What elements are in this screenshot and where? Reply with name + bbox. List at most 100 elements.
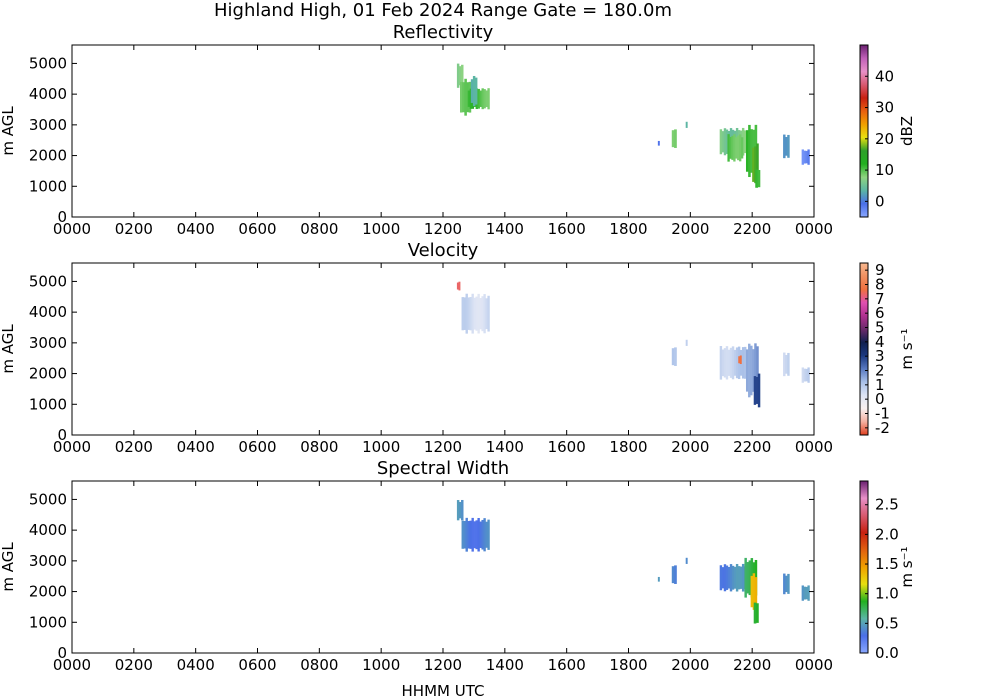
x-tick-label: 0400 [177, 220, 215, 238]
data-cell [719, 129, 723, 155]
data-cell [671, 130, 675, 148]
data-cell [477, 293, 480, 334]
data-cell [735, 563, 739, 592]
y-tick-label: 5000 [29, 54, 67, 72]
data-cell [735, 347, 739, 379]
colorbar-tick-label: 0.0 [875, 644, 899, 662]
x-tick-label: 1600 [548, 220, 586, 238]
data-cell [467, 521, 470, 549]
colorbar-tick-label: 30 [875, 99, 894, 117]
y-tick-label: 0 [57, 208, 67, 226]
data-cell [754, 146, 757, 184]
x-tick-label: 2200 [733, 438, 771, 456]
data-cell [464, 78, 467, 116]
data-cell [753, 376, 757, 405]
data-cell [473, 521, 476, 549]
data-cell [805, 586, 808, 600]
data-cell [465, 293, 468, 334]
data-cell [733, 134, 736, 162]
data-cell [461, 499, 464, 521]
y-tick-label: 3000 [29, 552, 67, 570]
data-cell [487, 295, 490, 332]
y-axis-label: m AGL [0, 106, 17, 156]
data-cell [731, 565, 735, 590]
x-tick-label: 0200 [115, 438, 153, 456]
colorbar-tick-label: 9 [875, 261, 885, 279]
y-tick-label: 1000 [29, 177, 67, 195]
y-axis-label: m AGL [0, 542, 17, 592]
figure-title: Highland High, 01 Feb 2024 Range Gate = … [214, 0, 672, 21]
data-cell [479, 90, 482, 107]
data-cell [469, 520, 472, 549]
data-cell [671, 566, 675, 584]
data-cell [750, 575, 754, 608]
panel-title: Reflectivity [393, 22, 494, 43]
data-cell [462, 82, 465, 113]
y-tick-label: 1000 [29, 613, 67, 631]
data-cell [745, 130, 749, 172]
data-cell [785, 137, 788, 156]
data-cell [481, 519, 484, 550]
x-tick-label: 0000 [53, 438, 91, 456]
data-cell [479, 521, 482, 548]
data-cell [783, 134, 786, 159]
data-cell [743, 130, 747, 154]
colorbar-tick-label: 1.0 [875, 585, 899, 603]
x-tick-label: 2000 [671, 438, 709, 456]
x-tick-label: 2000 [671, 220, 709, 238]
data-cell [719, 346, 723, 380]
data-cell [481, 88, 484, 110]
x-tick-label: 1200 [424, 656, 462, 674]
data-cell [745, 349, 749, 392]
colorbar-tick-label: 2.5 [875, 496, 899, 514]
y-tick-label: 2000 [29, 583, 67, 601]
plot-frame [71, 480, 815, 654]
y-tick-label: 2000 [29, 365, 67, 383]
data-cell [456, 282, 459, 290]
data-cell [674, 129, 677, 148]
x-tick-label: 0200 [115, 656, 153, 674]
data-cell [725, 129, 729, 154]
data-cell [801, 149, 804, 165]
data-cell [748, 343, 751, 398]
data-cell [755, 376, 759, 404]
x-tick-label: 0000 [795, 438, 833, 456]
panel-title: Spectral Width [377, 458, 509, 479]
colorbar-label: m s⁻¹ [898, 546, 916, 587]
data-cell [483, 89, 486, 109]
y-tick-label: 5000 [29, 272, 67, 290]
data-cell [456, 63, 460, 88]
data-cell [463, 297, 466, 330]
data-cell [471, 517, 474, 552]
y-tick-label: 0 [57, 426, 67, 444]
panel-2: Spectral Width 0000 0200 0400 0600 0800 1000 12… [0, 458, 916, 674]
data-cell [746, 562, 749, 594]
y-tick-label: 4000 [29, 521, 67, 539]
data-cell [739, 355, 742, 365]
x-tick-label: 0800 [300, 438, 338, 456]
data-cell [461, 64, 464, 87]
data-cell [671, 348, 675, 366]
plot-frame [71, 44, 815, 218]
colorbar-tick-label: 0.5 [875, 614, 899, 632]
data-cell [467, 297, 470, 330]
data-cell [674, 347, 677, 366]
data-cell [487, 519, 490, 550]
colorbar-tick-label: 2.0 [875, 525, 899, 543]
data-cell [731, 346, 735, 380]
colorbar-tick-label: 1 [875, 376, 885, 394]
x-tick-label: 2200 [733, 656, 771, 674]
data-cell [719, 565, 723, 591]
x-tick-label: 0600 [238, 220, 276, 238]
data-cell [657, 576, 660, 582]
x-tick-label: 1600 [548, 438, 586, 456]
data-cell [487, 88, 490, 110]
data-cell [461, 297, 464, 331]
data-cell [469, 297, 472, 331]
colorbar-tick-label: 0 [875, 390, 885, 408]
data-cell [785, 355, 788, 374]
data-cell [731, 135, 734, 160]
